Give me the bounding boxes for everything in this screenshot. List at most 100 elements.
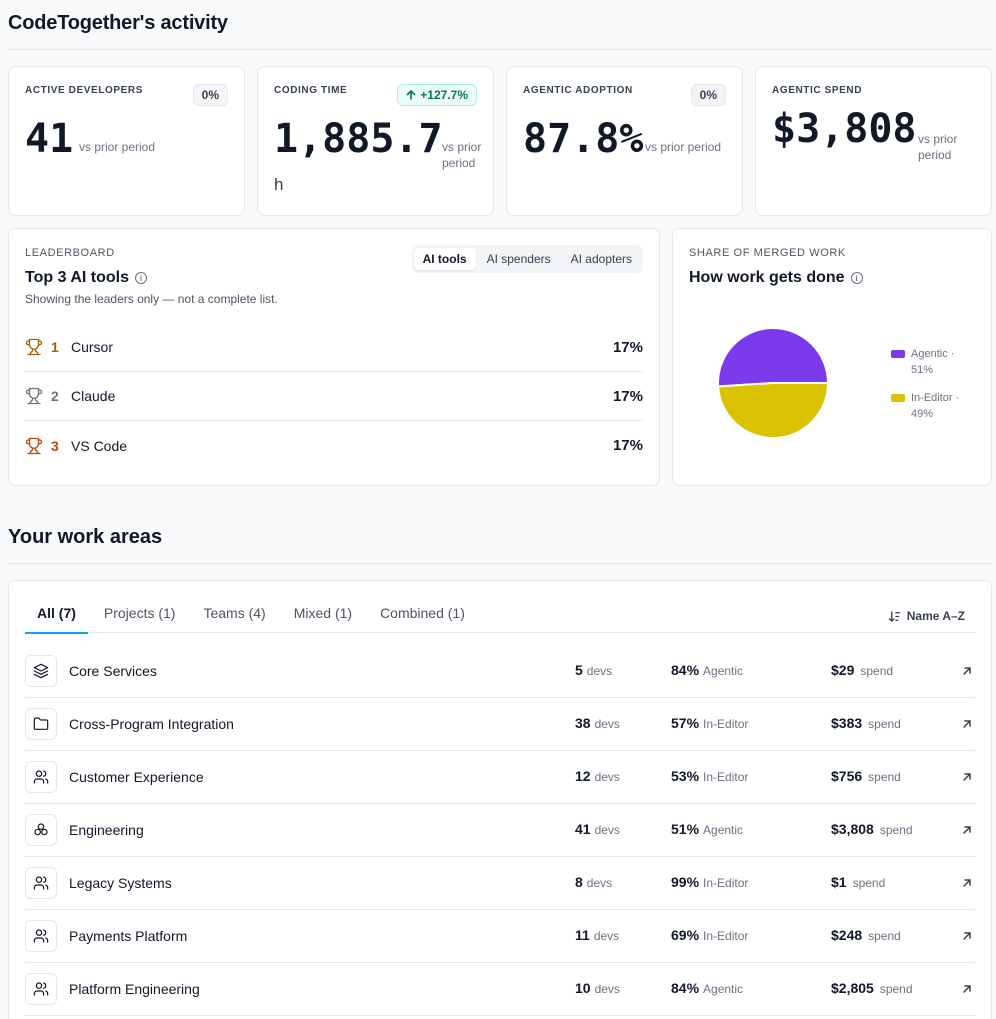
dev-count: 8 devs [575, 874, 613, 890]
work-area-row[interactable]: Payments Platform 11 devs 69% In-Editor $248 s… [25, 910, 975, 963]
change-badge: +127.7% [397, 84, 477, 106]
adoption-share: 99% In-Editor [671, 874, 749, 890]
tool-name: VS Code [71, 437, 128, 454]
tab-projects[interactable]: Projects (1) [103, 605, 176, 621]
leaderboard-panel: LEADERBOARD Top 3 AI tools i Showing the… [8, 228, 660, 486]
tab-teams[interactable]: Teams (4) [203, 605, 266, 621]
info-icon[interactable]: i [850, 272, 863, 284]
pie-slice-in-editor[interactable] [717, 382, 830, 439]
adoption-share: 84% Agentic [671, 662, 744, 678]
adoption-share: 51% Agentic [671, 821, 744, 837]
users-icon [25, 867, 57, 899]
work-area-row[interactable]: Legacy Systems 8 devs 99% In-Editor $1 spend [25, 857, 975, 910]
legend-swatch [891, 394, 905, 402]
tool-name: Cursor [71, 339, 114, 355]
dev-count: 10 devs [575, 980, 620, 996]
tab-ai-tools[interactable]: AI tools [413, 248, 476, 270]
panel-subtitle: Showing the leaders only — not a complet… [25, 292, 278, 306]
change-badge: 0% [192, 84, 228, 106]
section-label: LEADERBOARD [25, 247, 115, 259]
work-area-row[interactable]: Core Services 5 devs 84% Agentic $29 spend [25, 645, 975, 698]
leaderboard-row[interactable]: 3 VS Code 17% [25, 421, 643, 470]
arrow-up-icon [406, 90, 416, 100]
tab-all[interactable]: All (7) [25, 601, 88, 634]
stat-subtext: vs prior period [79, 140, 156, 154]
work-area-name: Platform Engineering [69, 981, 200, 997]
tool-share: 17% [612, 338, 643, 356]
rank: 1 [51, 339, 59, 355]
info-icon[interactable]: i [135, 272, 147, 284]
legend-item-in-editor: In-Editor · 49% [891, 390, 959, 422]
pie-slice-agentic[interactable] [717, 327, 830, 388]
tab-ai-adopters[interactable]: AI adopters [570, 252, 632, 266]
tool-name: Claude [71, 388, 116, 404]
stat-value: $3,808 [772, 106, 917, 152]
open-arrow-icon[interactable] [959, 928, 975, 944]
leaderboard-row[interactable]: 2 Claude 17% [25, 372, 643, 421]
tab-ai-spenders[interactable]: AI spenders [486, 252, 551, 266]
sort-button[interactable]: Name A–Z [888, 609, 965, 623]
dev-count: 12 devs [575, 768, 620, 784]
dev-count: 38 devs [575, 715, 620, 731]
adoption-share: 84% Agentic [671, 980, 744, 996]
rank: 3 [51, 437, 59, 454]
adoption-share: 53% In-Editor [671, 768, 749, 784]
divider [8, 563, 992, 564]
work-area-row[interactable]: Customer Experience 12 devs 53% In-Editor $75… [25, 751, 975, 804]
leaderboard-row[interactable]: 1 Cursor 17% [25, 323, 643, 372]
tab-combined[interactable]: Combined (1) [380, 605, 465, 621]
work-area-name: Legacy Systems [69, 875, 172, 891]
page-title: CodeTogether's activity [8, 12, 228, 34]
stat-card-agentic-adoption: AGENTIC ADOPTION 0% 87.8% vs prior perio… [506, 66, 743, 216]
work-area-row[interactable]: Cross-Program Integration 38 devs 57% In-Edi… [25, 698, 975, 751]
folder-icon [25, 708, 57, 740]
stat-label: ACTIVE DEVELOPERS [25, 85, 143, 96]
open-arrow-icon[interactable] [959, 981, 975, 997]
work-area-name: Engineering [69, 822, 144, 838]
work-area-tabs: All (7) Projects (1) Teams (4) Mixed (1)… [25, 601, 975, 634]
section-title: Your work areas [8, 526, 163, 548]
open-arrow-icon[interactable] [959, 822, 975, 838]
stat-subtext: vs prior period [442, 140, 482, 170]
work-area-row[interactable]: Platform Engineering 10 devs 84% Agentic $2,8… [25, 963, 975, 1016]
change-badge: 0% [690, 84, 726, 106]
spend: $2,805 spend [831, 980, 913, 996]
stat-card-coding-time: CODING TIME +127.7% 1,885.7 h vs prior p… [257, 66, 494, 216]
boxes-icon [25, 814, 57, 846]
adoption-share: 57% In-Editor [671, 715, 749, 731]
panel-title: How work gets done i [689, 269, 863, 287]
stat-label: AGENTIC SPEND [772, 85, 863, 96]
layers-icon [25, 655, 57, 687]
spend: $383 spend [831, 715, 901, 731]
work-area-row[interactable]: Engineering 41 devs 51% Agentic $3,808 spend [25, 804, 975, 857]
tool-share: 17% [612, 387, 643, 405]
dev-count: 5 devs [575, 662, 613, 678]
open-arrow-icon[interactable] [959, 716, 975, 732]
stat-value: 1,885.7 [274, 116, 443, 162]
tab-mixed[interactable]: Mixed (1) [293, 605, 353, 621]
work-areas-panel: All (7) Projects (1) Teams (4) Mixed (1)… [8, 580, 992, 1019]
stat-value: 41 [25, 116, 74, 162]
stat-card-agentic-spend: AGENTIC SPEND $3,808 vs prior period [755, 66, 992, 216]
sort-icon [888, 610, 901, 622]
divider [8, 49, 992, 50]
users-icon [25, 920, 57, 952]
spend: $248 spend [831, 927, 901, 943]
spend: $29 spend [831, 662, 894, 678]
work-area-name: Payments Platform [69, 928, 188, 944]
work-area-name: Cross-Program Integration [69, 716, 234, 732]
open-arrow-icon[interactable] [959, 663, 975, 679]
users-icon [25, 973, 57, 1005]
work-area-name: Core Services [69, 663, 157, 679]
open-arrow-icon[interactable] [959, 875, 975, 891]
leaderboard-toggle: AI tools AI spenders AI adopters [411, 245, 643, 273]
share-panel: SHARE OF MERGED WORK How work gets done … [672, 228, 992, 486]
spend: $1 spend [831, 874, 886, 890]
legend-swatch [891, 350, 905, 358]
stat-label: CODING TIME [274, 85, 348, 96]
stat-unit: h [274, 175, 284, 194]
section-label: SHARE OF MERGED WORK [689, 247, 846, 259]
stat-value: 87.8% [523, 116, 644, 162]
open-arrow-icon[interactable] [959, 769, 975, 785]
panel-title: Top 3 AI tools i [25, 269, 147, 287]
